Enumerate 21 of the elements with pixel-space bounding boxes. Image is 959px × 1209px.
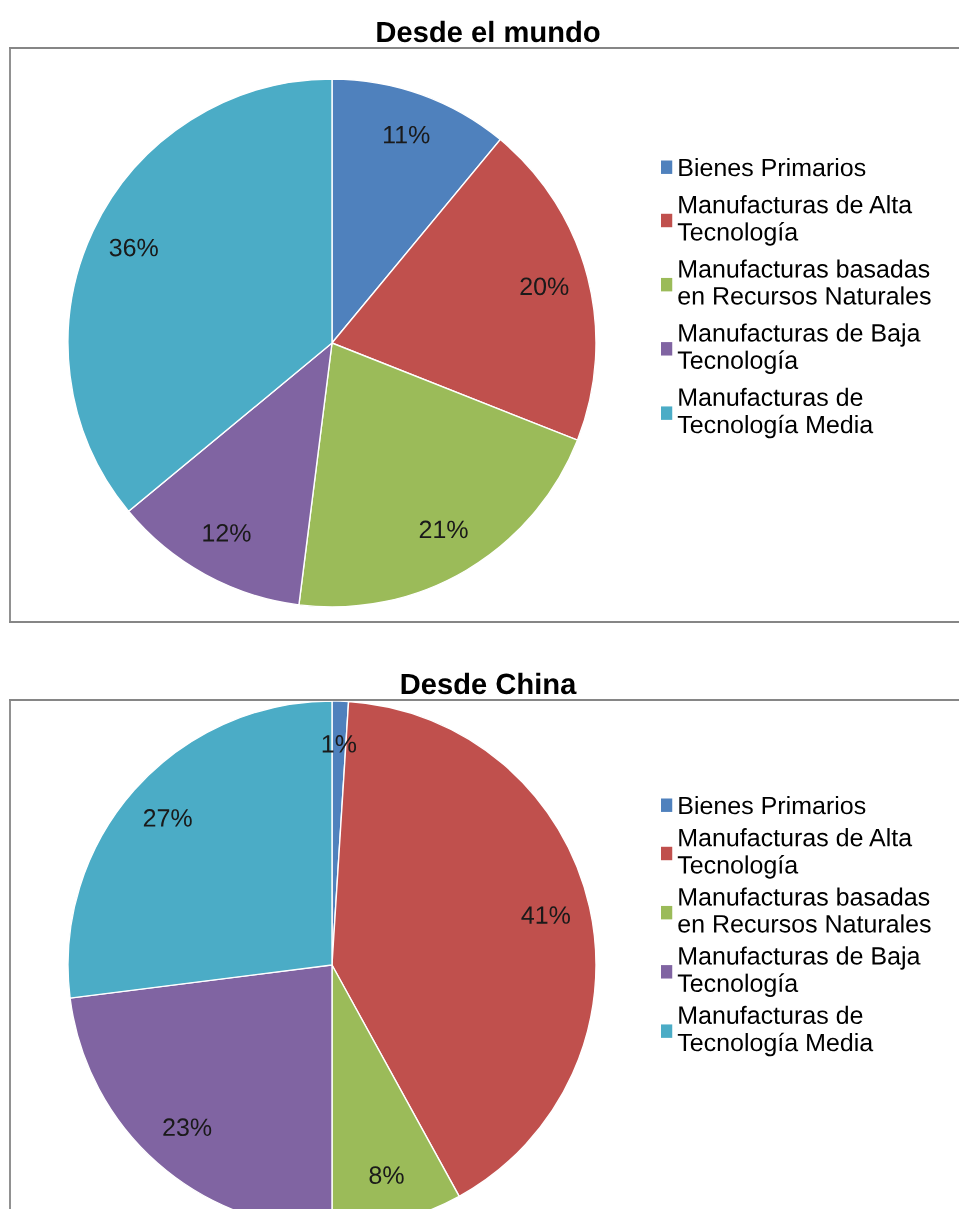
legend-label: Manufacturas basadas en Recursos Naturales	[678, 887, 931, 933]
legend-label: Manufacturas de Baja Tecnología	[677, 946, 921, 997]
legend-label: Bienes Primarios	[679, 796, 866, 815]
data-label: 21%	[419, 520, 468, 539]
data-label: 27%	[143, 809, 192, 827]
legend-label: Manufacturas basadas en Recursos Naturales	[678, 259, 931, 305]
legend-label: Manufacturas de Baja Tecnología	[677, 323, 921, 374]
legend-label: Manufacturas de Alta Tecnología	[677, 828, 913, 879]
data-label: 41%	[521, 906, 570, 924]
data-label: 20%	[520, 277, 569, 296]
data-label: 36%	[109, 238, 158, 257]
legend-label: Manufacturas de Alta Tecnología	[677, 195, 913, 246]
data-label: 23%	[163, 1118, 212, 1137]
legend-label: Manufacturas de Tecnología Media	[677, 387, 874, 439]
chart-title: Desde el mundo	[377, 20, 600, 43]
legend-label: Bienes Primarios	[679, 158, 866, 177]
chart-title: Desde China	[401, 672, 577, 695]
legend-label: Manufacturas de Tecnología Media	[677, 1005, 874, 1057]
data-label: 8%	[369, 1166, 404, 1184]
data-label: 12%	[203, 524, 251, 542]
data-label: 11%	[384, 125, 430, 144]
